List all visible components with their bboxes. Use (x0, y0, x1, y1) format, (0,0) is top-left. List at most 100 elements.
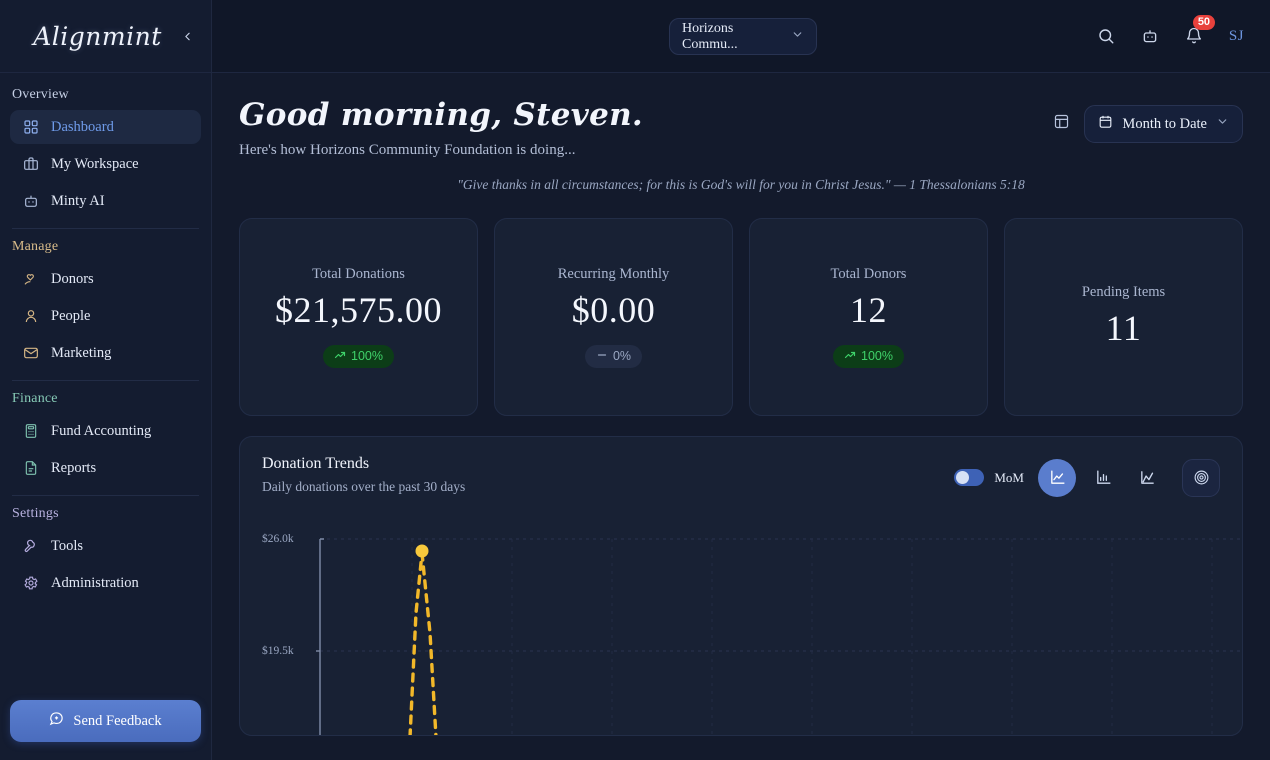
sidebar-section-settings: Settings (12, 506, 59, 521)
main-area: Horizons Commu... 50 SJ (212, 0, 1270, 760)
mom-toggle[interactable] (954, 469, 985, 487)
kpi-title: Total Donors (830, 265, 907, 282)
chart-header: Donation Trends Daily donations over the… (262, 455, 1220, 497)
layout-panel-icon[interactable] (1053, 113, 1070, 135)
sidebar-section-finance: Finance (12, 391, 58, 406)
org-selector-value: Horizons Commu... (682, 20, 738, 52)
avatar[interactable]: SJ (1228, 27, 1244, 44)
search-icon[interactable] (1097, 27, 1115, 45)
kpi-card-pending-items[interactable]: Pending Items 11 (1004, 217, 1243, 416)
dashboard-content: Good morning, Steven. Here's how Horizon… (212, 73, 1270, 760)
chart-title-block: Donation Trends Daily donations over the… (262, 455, 465, 495)
org-selector[interactable]: Horizons Commu... (669, 18, 817, 55)
grid-icon (22, 119, 39, 136)
sidebar-item-people[interactable]: People (10, 299, 201, 333)
message-plus-icon (49, 711, 64, 731)
status-badge: 100% (833, 344, 904, 368)
kpi-badge-label: 0% (612, 349, 632, 364)
robot-icon[interactable] (1141, 27, 1159, 45)
sidebar-item-label: Donors (51, 270, 94, 287)
sidebar-item-dashboard[interactable]: Dashboard (10, 110, 201, 144)
chart-title: Donation Trends (262, 454, 370, 472)
robot-icon (22, 193, 39, 210)
greeting-block: Good morning, Steven. Here's how Horizon… (239, 97, 1053, 159)
sidebar: Alignmint Overview Dashboard My Workspac… (0, 0, 212, 760)
kpi-card-total-donations[interactable]: Total Donations $21,575.00 100% (239, 217, 478, 416)
document-icon (22, 460, 39, 477)
status-badge: 0% (584, 344, 643, 368)
kpi-title: Pending Items (1081, 284, 1166, 301)
kpi-value: 12 (850, 289, 887, 330)
mail-icon (22, 345, 39, 362)
chevron-left-icon[interactable] (177, 26, 197, 46)
sidebar-item-label: People (51, 307, 91, 324)
sidebar-item-minty-ai[interactable]: Minty AI (10, 184, 201, 218)
briefcase-icon (22, 156, 39, 173)
page-subtitle: Here's how Horizons Community Foundation… (239, 142, 576, 158)
header-actions: Month to Date (1053, 97, 1243, 143)
send-feedback-button[interactable]: Send Feedback (10, 700, 201, 742)
kpi-title: Recurring Monthly (557, 265, 670, 282)
sidebar-item-label: Dashboard (51, 118, 114, 135)
kpi-card-total-donors[interactable]: Total Donors 12 100% (749, 217, 988, 416)
sidebar-item-label: My Workspace (51, 155, 139, 172)
chevron-down-icon (1216, 115, 1229, 133)
sidebar-divider (12, 380, 199, 381)
sidebar-item-label: Fund Accounting (51, 422, 152, 439)
donation-trends-line-chart (316, 538, 1242, 735)
sidebar-section-manage: Manage (12, 239, 59, 254)
sidebar-divider (12, 228, 199, 229)
y-axis-tick-label: $26.0k (262, 532, 294, 545)
y-axis-tick-label: $19.5k (262, 644, 294, 657)
chart-subtitle: Daily donations over the past 30 days (262, 478, 466, 494)
user-icon (22, 308, 39, 325)
kpi-value: $21,575.00 (275, 289, 442, 330)
bar-chart-icon[interactable] (1086, 461, 1120, 495)
kpi-badge-label: 100% (351, 349, 383, 364)
feedback-wrapper: Send Feedback (0, 690, 211, 760)
page-title: Good morning, Steven. (239, 97, 644, 133)
brand-row: Alignmint (0, 0, 211, 73)
topbar-actions: 50 SJ (1097, 15, 1244, 45)
chart-controls: MoM (954, 455, 1220, 497)
hand-heart-icon (22, 271, 39, 288)
target-icon[interactable] (1182, 458, 1220, 497)
sidebar-item-label: Administration (51, 574, 139, 591)
calendar-icon (1098, 114, 1113, 134)
sidebar-nav: Overview Dashboard My Workspace Minty AI (0, 73, 211, 690)
sidebar-item-tools[interactable]: Tools (10, 529, 201, 563)
sidebar-item-administration[interactable]: Administration (10, 566, 201, 600)
kpi-row: Total Donations $21,575.00 100% Recurrin… (239, 217, 1243, 416)
area-chart-icon[interactable] (1130, 461, 1164, 495)
sidebar-divider (12, 495, 199, 496)
gear-icon (22, 575, 39, 592)
wrench-icon (22, 538, 39, 555)
kpi-badge-label: 100% (861, 349, 893, 364)
sidebar-item-reports[interactable]: Reports (10, 451, 201, 485)
sidebar-item-label: Marketing (51, 344, 112, 361)
chart-peak-point (415, 544, 429, 558)
date-range-selector[interactable]: Month to Date (1084, 105, 1243, 143)
chart-plot-area[interactable]: $26.0k $19.5k (262, 523, 1242, 735)
line-chart-icon[interactable] (1038, 458, 1076, 497)
kpi-value: $0.00 (571, 289, 656, 330)
status-badge: 100% (323, 344, 394, 368)
topbar: Horizons Commu... 50 SJ (212, 0, 1270, 73)
notifications-button[interactable]: 50 (1185, 15, 1216, 45)
trend-up-icon (844, 349, 856, 364)
sidebar-item-fund-accounting[interactable]: Fund Accounting (10, 414, 201, 448)
donation-trends-card: Donation Trends Daily donations over the… (239, 435, 1243, 736)
sidebar-item-my-workspace[interactable]: My Workspace (10, 147, 201, 181)
sidebar-item-marketing[interactable]: Marketing (10, 336, 201, 370)
date-range-label: Month to Date (1122, 115, 1207, 132)
kpi-card-recurring-monthly[interactable]: Recurring Monthly $0.00 0% (494, 217, 733, 416)
scripture-verse: "Give thanks in all circumstances; for t… (457, 177, 1025, 192)
sidebar-item-donors[interactable]: Donors (10, 262, 201, 296)
sidebar-item-label: Reports (51, 459, 97, 476)
sidebar-item-label: Minty AI (51, 192, 105, 209)
kpi-value: 11 (1105, 308, 1142, 349)
kpi-title: Total Donations (312, 265, 405, 282)
sidebar-section-overview: Overview (12, 87, 69, 102)
greeting-row: Good morning, Steven. Here's how Horizon… (239, 97, 1243, 159)
